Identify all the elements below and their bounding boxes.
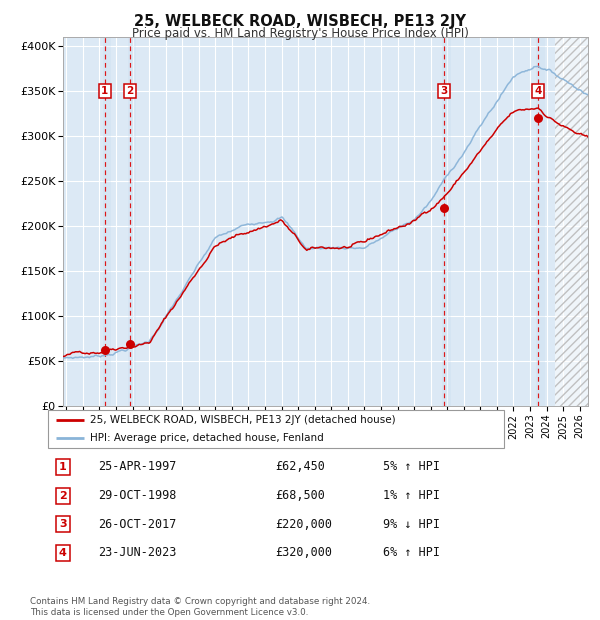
Text: 23-JUN-2023: 23-JUN-2023 [98, 546, 176, 559]
Text: Price paid vs. HM Land Registry's House Price Index (HPI): Price paid vs. HM Land Registry's House … [131, 27, 469, 40]
Text: £220,000: £220,000 [275, 518, 332, 531]
Bar [128, 37, 136, 406]
Text: 9% ↓ HPI: 9% ↓ HPI [383, 518, 440, 531]
FancyBboxPatch shape [48, 410, 504, 448]
Text: 6% ↑ HPI: 6% ↑ HPI [383, 546, 440, 559]
Text: 1: 1 [59, 462, 67, 472]
Text: £68,500: £68,500 [275, 489, 325, 502]
Text: 25-APR-1997: 25-APR-1997 [98, 461, 176, 474]
Bar [442, 37, 451, 406]
Bar [555, 37, 588, 406]
Text: HPI: Average price, detached house, Fenland: HPI: Average price, detached house, Fenl… [90, 433, 324, 443]
Bar [103, 37, 112, 406]
Text: 3: 3 [440, 86, 448, 96]
Text: 29-OCT-1998: 29-OCT-1998 [98, 489, 176, 502]
Text: 26-OCT-2017: 26-OCT-2017 [98, 518, 176, 531]
Bar [555, 37, 588, 406]
Text: Contains HM Land Registry data © Crown copyright and database right 2024.
This d: Contains HM Land Registry data © Crown c… [30, 598, 370, 617]
Text: 1: 1 [101, 86, 109, 96]
Text: 5% ↑ HPI: 5% ↑ HPI [383, 461, 440, 474]
Text: 25, WELBECK ROAD, WISBECH, PE13 2JY (detached house): 25, WELBECK ROAD, WISBECH, PE13 2JY (det… [90, 415, 395, 425]
Text: £62,450: £62,450 [275, 461, 325, 474]
Text: 4: 4 [59, 548, 67, 558]
Text: 3: 3 [59, 520, 67, 529]
Text: £320,000: £320,000 [275, 546, 332, 559]
Text: 2: 2 [126, 86, 133, 96]
Text: 1% ↑ HPI: 1% ↑ HPI [383, 489, 440, 502]
Text: 4: 4 [534, 86, 542, 96]
Text: 2: 2 [59, 490, 67, 500]
Text: 25, WELBECK ROAD, WISBECH, PE13 2JY: 25, WELBECK ROAD, WISBECH, PE13 2JY [134, 14, 466, 29]
Bar [536, 37, 545, 406]
